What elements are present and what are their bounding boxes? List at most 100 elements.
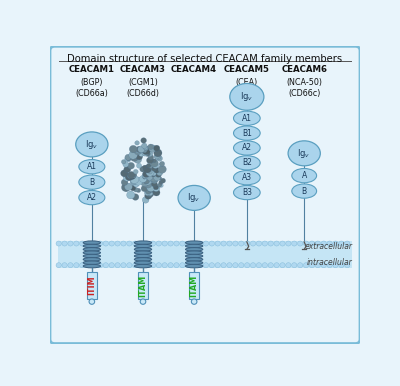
Circle shape	[162, 241, 167, 246]
Circle shape	[146, 174, 153, 180]
Circle shape	[339, 263, 344, 268]
Text: A: A	[302, 171, 307, 180]
Circle shape	[151, 177, 158, 183]
Ellipse shape	[234, 141, 260, 155]
Circle shape	[239, 241, 244, 246]
Circle shape	[192, 263, 197, 268]
Circle shape	[148, 155, 154, 160]
Text: B3: B3	[242, 188, 252, 197]
Circle shape	[138, 241, 144, 246]
Ellipse shape	[292, 168, 317, 183]
Circle shape	[128, 163, 134, 169]
Circle shape	[150, 263, 156, 268]
Ellipse shape	[234, 171, 260, 185]
Circle shape	[250, 241, 256, 246]
Text: Ig$_v$: Ig$_v$	[240, 90, 254, 103]
Circle shape	[142, 147, 150, 155]
Circle shape	[262, 241, 268, 246]
Circle shape	[304, 263, 309, 268]
Circle shape	[142, 173, 148, 179]
Circle shape	[86, 263, 91, 268]
Circle shape	[141, 179, 149, 186]
Circle shape	[321, 241, 326, 246]
Ellipse shape	[186, 257, 203, 261]
Text: Ig$_v$: Ig$_v$	[298, 147, 311, 160]
Circle shape	[139, 175, 147, 183]
Text: B1: B1	[242, 129, 252, 137]
Circle shape	[141, 185, 148, 192]
Ellipse shape	[134, 261, 152, 264]
Circle shape	[274, 241, 279, 246]
FancyBboxPatch shape	[50, 46, 360, 344]
Circle shape	[152, 163, 159, 168]
Circle shape	[160, 178, 166, 183]
Circle shape	[130, 176, 134, 179]
Circle shape	[133, 181, 139, 187]
Circle shape	[298, 263, 303, 268]
Circle shape	[129, 151, 138, 159]
Circle shape	[144, 263, 150, 268]
Circle shape	[130, 178, 138, 185]
Circle shape	[142, 165, 147, 169]
Circle shape	[140, 299, 146, 304]
Circle shape	[154, 168, 160, 173]
Circle shape	[321, 263, 326, 268]
Circle shape	[209, 241, 214, 246]
Circle shape	[345, 241, 350, 246]
Circle shape	[134, 148, 142, 155]
Circle shape	[315, 241, 320, 246]
Text: A2: A2	[242, 144, 252, 152]
Circle shape	[143, 178, 150, 184]
Circle shape	[74, 241, 79, 246]
Circle shape	[126, 158, 130, 162]
Circle shape	[133, 241, 138, 246]
Circle shape	[191, 299, 197, 304]
Circle shape	[133, 263, 138, 268]
Circle shape	[339, 241, 344, 246]
Circle shape	[146, 189, 151, 194]
Circle shape	[109, 241, 114, 246]
FancyBboxPatch shape	[138, 272, 148, 299]
Circle shape	[144, 181, 152, 188]
Circle shape	[91, 241, 97, 246]
Circle shape	[123, 174, 131, 181]
Circle shape	[203, 241, 208, 246]
Circle shape	[142, 150, 148, 156]
Circle shape	[129, 146, 137, 153]
Circle shape	[154, 178, 158, 181]
Circle shape	[262, 263, 268, 268]
Circle shape	[159, 184, 163, 187]
Circle shape	[121, 159, 126, 164]
FancyBboxPatch shape	[86, 272, 97, 299]
Circle shape	[250, 263, 256, 268]
Circle shape	[122, 183, 130, 191]
Circle shape	[132, 194, 139, 200]
Circle shape	[115, 263, 120, 268]
Circle shape	[154, 145, 160, 151]
Circle shape	[154, 174, 160, 181]
Circle shape	[134, 177, 143, 185]
Circle shape	[142, 171, 150, 178]
Circle shape	[268, 263, 273, 268]
Ellipse shape	[234, 156, 260, 170]
Circle shape	[153, 189, 160, 196]
Circle shape	[97, 263, 102, 268]
Ellipse shape	[186, 251, 203, 254]
Circle shape	[145, 192, 152, 199]
Ellipse shape	[134, 241, 152, 244]
Circle shape	[91, 263, 97, 268]
Circle shape	[142, 148, 147, 153]
Circle shape	[149, 145, 156, 152]
Circle shape	[148, 190, 153, 196]
Ellipse shape	[186, 247, 203, 251]
Circle shape	[227, 241, 232, 246]
Circle shape	[159, 163, 163, 166]
Circle shape	[327, 263, 332, 268]
Text: CEACAM3: CEACAM3	[120, 65, 166, 74]
Circle shape	[121, 170, 128, 177]
Text: (CGM1): (CGM1)	[128, 78, 158, 87]
Circle shape	[298, 241, 303, 246]
Ellipse shape	[134, 264, 152, 268]
Circle shape	[292, 241, 297, 246]
Circle shape	[192, 241, 197, 246]
